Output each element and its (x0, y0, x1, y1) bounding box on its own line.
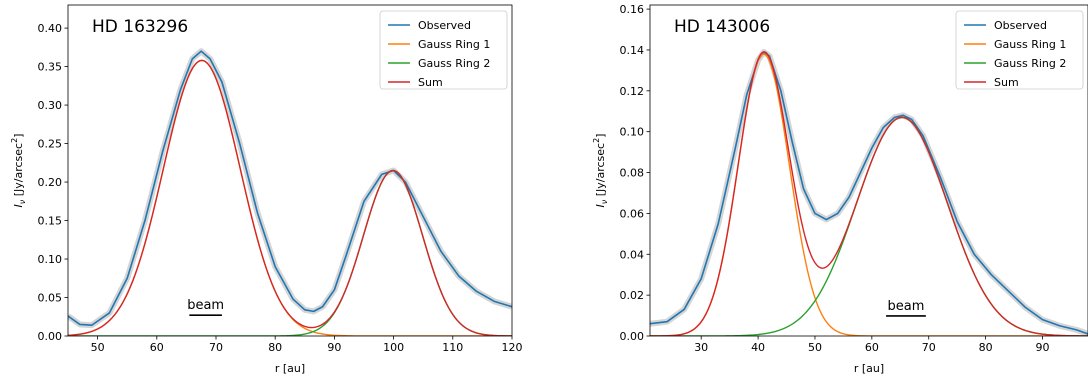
x-tick-label: 90 (327, 341, 341, 354)
legend-label: Gauss Ring 2 (994, 57, 1066, 70)
y-tick-label: 0.35 (38, 61, 63, 74)
x-tick-label: 50 (91, 341, 105, 354)
y-tick-label: 0.16 (620, 3, 645, 16)
y-tick-label: 0.08 (620, 167, 645, 180)
x-tick-label: 100 (383, 341, 404, 354)
x-tick-label: 70 (922, 341, 936, 354)
y-tick-label: 0.20 (38, 176, 63, 189)
observed-uncertainty-band (650, 48, 1088, 336)
x-axis-label: r [au] (275, 362, 305, 375)
x-axis-label: r [au] (854, 362, 884, 375)
legend-label: Gauss Ring 1 (418, 38, 490, 51)
series-observed (68, 50, 512, 327)
legend-box (379, 10, 508, 90)
beam-label: beam (888, 299, 925, 314)
series-observed (650, 51, 1088, 335)
x-tick-label: 80 (268, 341, 282, 354)
y-tick-label: 0.04 (620, 248, 645, 261)
legend-label: Sum (994, 76, 1019, 89)
y-axis-label: Iν [Jy/arcsec2] (592, 134, 609, 208)
y-tick-label: 0.02 (620, 289, 645, 302)
y-tick-label: 0.00 (38, 330, 63, 343)
chart-title: HD 143006 (674, 17, 770, 37)
y-tick-label: 0.10 (620, 126, 645, 139)
y-tick-label: 0.40 (38, 22, 63, 35)
series-gauss-ring-1 (650, 53, 1088, 336)
legend-label: Observed (994, 19, 1047, 32)
y-tick-label: 0.30 (38, 99, 63, 112)
y-axis-label: Iν [Jy/arcsec2] (10, 134, 27, 208)
legend: Observed Gauss Ring 1 Gauss Ring 2 Sum (955, 10, 1084, 90)
x-tick-label: 90 (1035, 341, 1049, 354)
legend-label: Sum (418, 76, 443, 89)
plot-area (68, 48, 512, 336)
series-sum (650, 51, 1088, 336)
y-tick-label: 0.00 (620, 330, 645, 343)
x-tick-label: 60 (150, 341, 164, 354)
x-tick-label: 70 (209, 341, 223, 354)
y-tick-label: 0.12 (620, 85, 645, 98)
plot-area (650, 48, 1088, 336)
y-tick-label: 0.15 (38, 215, 63, 228)
x-tick-label: 40 (751, 341, 765, 354)
x-tick-label: 120 (502, 341, 523, 354)
y-tick-label: 0.25 (38, 138, 63, 151)
x-tick-label: 50 (808, 341, 822, 354)
chart-panel-2: 30 40 50 60 70 80 90 0.00 0.02 0.04 0.06 0.08 0.10 0.… (592, 3, 1088, 375)
legend-box (955, 10, 1084, 90)
y-tick-label: 0.05 (38, 292, 63, 305)
legend-label: Observed (418, 19, 471, 32)
observed-uncertainty-band (68, 48, 512, 329)
x-tick-label: 60 (865, 341, 879, 354)
x-tick-label: 110 (442, 341, 463, 354)
chart-panel-1: 50 60 70 80 90 100 110 120 0.00 0.05 0.10 0.15 0.20 0… (10, 4, 523, 375)
y-tick-label: 0.06 (620, 207, 645, 220)
y-tick-label: 0.14 (620, 44, 645, 57)
legend-label: Gauss Ring 1 (994, 38, 1066, 51)
x-tick-label: 80 (979, 341, 993, 354)
axes-frame (67, 4, 513, 337)
beam-label: beam (187, 298, 224, 313)
legend: Observed Gauss Ring 1 Gauss Ring 2 Sum (379, 10, 508, 90)
series-sum (68, 59, 512, 336)
x-tick-label: 30 (694, 341, 708, 354)
axes-frame (649, 4, 1088, 337)
chart-title: HD 163296 (92, 17, 188, 37)
y-tick-label: 0.10 (38, 253, 63, 266)
legend-label: Gauss Ring 2 (418, 57, 490, 70)
